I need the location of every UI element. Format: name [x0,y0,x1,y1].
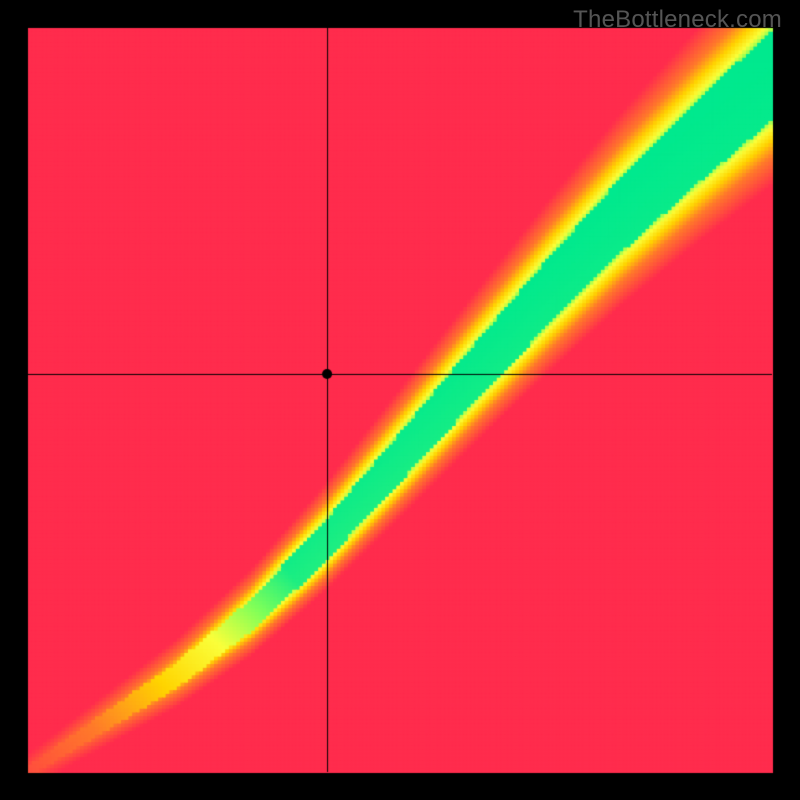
chart-container: TheBottleneck.com [0,0,800,800]
bottleneck-heatmap-canvas [0,0,800,800]
watermark-text: TheBottleneck.com [573,6,782,34]
